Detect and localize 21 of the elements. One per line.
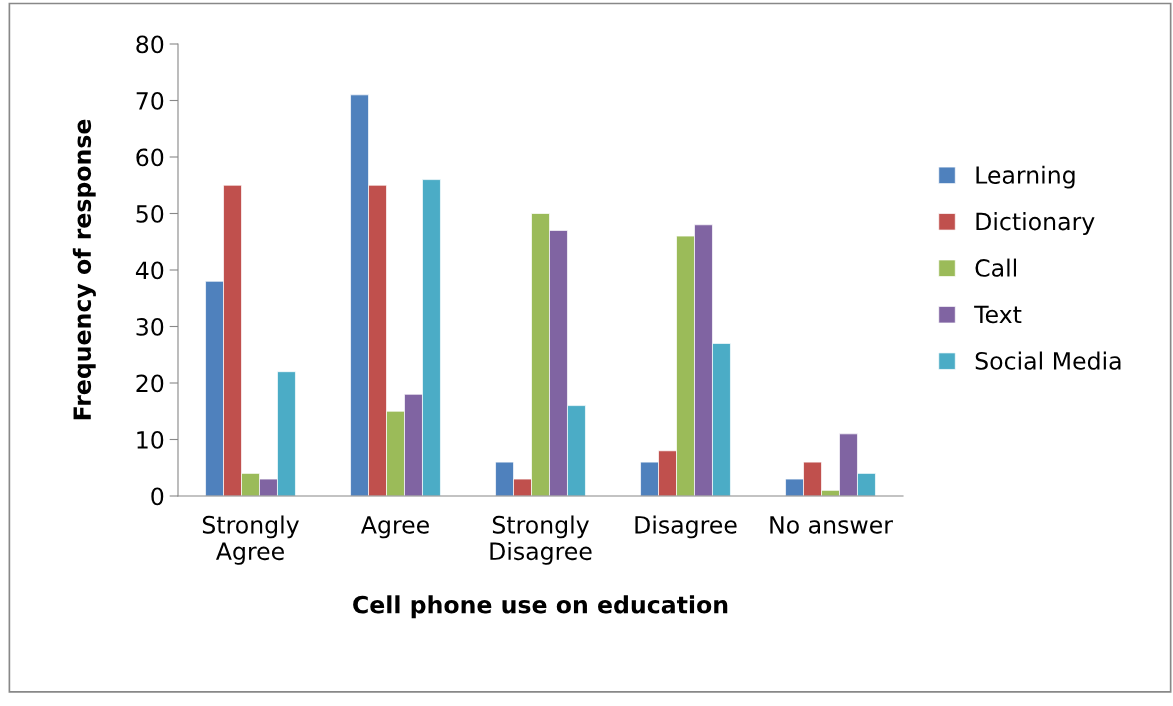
x-tick-label: Disagree (635, 515, 737, 539)
y-tick-label: 40 (135, 261, 164, 280)
y-tick-label: 50 (136, 204, 164, 223)
legend-label: Social Media (975, 351, 1121, 370)
y-tick-label: 20 (136, 374, 164, 393)
x-tick-label: Agree (361, 516, 429, 539)
x-tick-label: No answer (770, 516, 893, 534)
legend-label: Call (975, 258, 1017, 277)
y-tick-label: 60 (136, 148, 164, 167)
legend-label: Text (974, 305, 1022, 324)
x-axis-title: Cell phone use on education (353, 595, 728, 619)
y-tick-label: 80 (136, 35, 164, 54)
legend-label: Dictionary (976, 212, 1095, 235)
x-tick-label: Strongly Agree (202, 515, 299, 565)
y-tick-label: 70 (136, 91, 164, 110)
x-tick-label: Strongly Disagree (490, 515, 592, 565)
y-tick-label: 30 (136, 317, 164, 336)
y-tick-label: 10 (137, 430, 164, 449)
y-tick-label: 0 (151, 487, 164, 506)
legend-label: Learning (976, 165, 1075, 189)
y-axis-title: Frequency of response (72, 119, 96, 420)
